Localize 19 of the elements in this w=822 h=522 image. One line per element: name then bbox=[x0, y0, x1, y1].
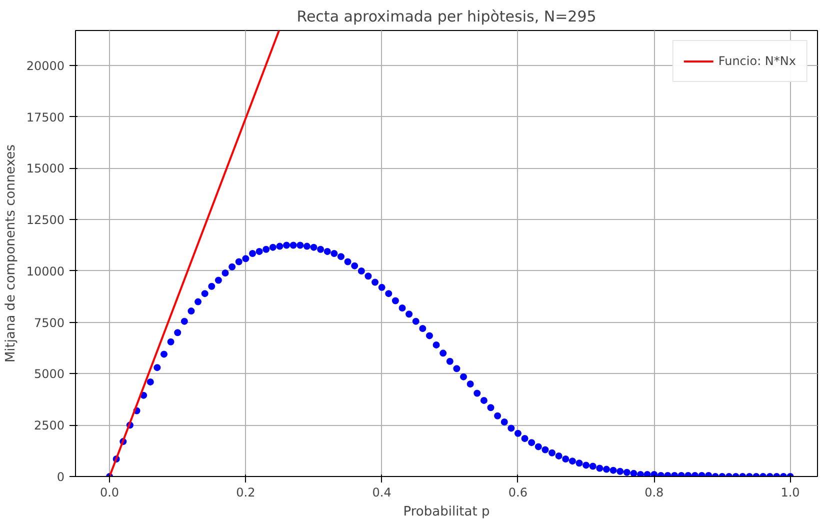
x-axis-title: Probabilitat p bbox=[403, 504, 490, 520]
y-tick-label: 17500 bbox=[26, 110, 65, 124]
y-tick-label: 5000 bbox=[34, 367, 65, 382]
y-tick-label: 20000 bbox=[26, 58, 65, 73]
x-tick-label: 0.0 bbox=[100, 486, 120, 500]
x-tick-label: 0.6 bbox=[508, 486, 528, 500]
x-tick-label: 0.8 bbox=[644, 486, 664, 500]
y-tick-label: 15000 bbox=[26, 162, 65, 176]
y-axis-title: Mitjana de components connexes bbox=[3, 144, 18, 363]
y-tick-label: 2500 bbox=[34, 418, 65, 433]
legend-label: Funcio: N*Nx bbox=[718, 54, 796, 68]
y-tick-label: 12500 bbox=[26, 213, 65, 228]
x-tick-label: 0.2 bbox=[236, 486, 256, 500]
chart-title: Recta aproximada per hipòtesis, N=295 bbox=[296, 8, 596, 26]
y-tick-label: 10000 bbox=[26, 264, 65, 278]
x-tick-label: 1.0 bbox=[780, 486, 800, 500]
y-tick-label: 7500 bbox=[34, 316, 65, 330]
x-tick-label: 0.4 bbox=[372, 486, 392, 500]
y-tick-label: 0 bbox=[56, 470, 65, 484]
